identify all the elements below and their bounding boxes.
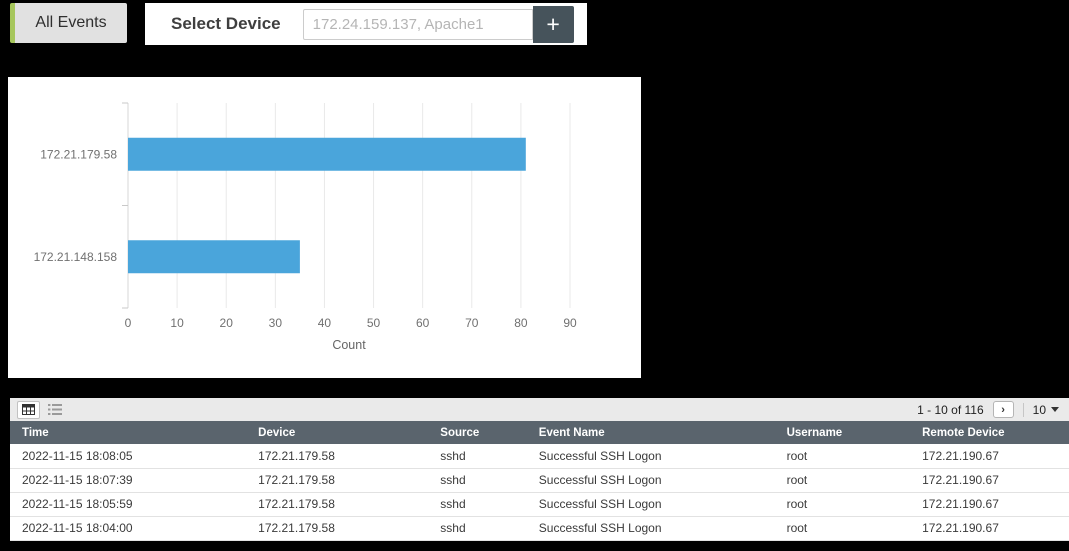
table-cell: 2022-11-15 18:05:59 xyxy=(10,492,247,517)
table-cell: 172.21.190.67 xyxy=(910,492,1069,517)
table-row[interactable]: 2022-11-15 18:04:00 172.21.179.58 sshd Succ… xyxy=(10,516,1069,541)
select-device-panel: Select Device + xyxy=(145,3,587,45)
table-view-icon xyxy=(22,404,35,415)
table-cell: root xyxy=(774,516,911,541)
column-header[interactable]: Username xyxy=(774,421,911,444)
table-cell: 2022-11-15 18:08:05 xyxy=(10,444,247,469)
column-header[interactable]: Remote Device xyxy=(910,421,1069,444)
column-header[interactable]: Source xyxy=(428,421,527,444)
table-cell: 172.21.179.58 xyxy=(246,444,429,469)
next-page-button[interactable]: › xyxy=(992,401,1014,418)
table-cell: sshd xyxy=(428,444,527,469)
svg-text:90: 90 xyxy=(563,316,577,330)
table-cell: 172.21.179.58 xyxy=(246,492,429,517)
table-row[interactable]: 2022-11-15 18:08:05 172.21.179.58 sshd Succ… xyxy=(10,444,1069,469)
svg-text:172.21.148.158: 172.21.148.158 xyxy=(34,250,118,264)
table-cell: root xyxy=(774,468,911,493)
table-cell: root xyxy=(774,444,911,469)
svg-text:30: 30 xyxy=(269,316,283,330)
table-cell: root xyxy=(774,492,911,517)
all-events-button[interactable]: All Events xyxy=(10,3,127,43)
list-view-icon xyxy=(47,404,62,415)
events-table: Time Device Source Event Name Username Remote… xyxy=(10,421,1069,541)
table-row[interactable]: 2022-11-15 18:05:59 172.21.179.58 sshd Succ… xyxy=(10,492,1069,517)
events-table-panel: 1 - 10 of 116 › 10 Time Device Source Event… xyxy=(10,398,1069,541)
table-header-row: Time Device Source Event Name Username Remote… xyxy=(10,421,1069,444)
select-device-label: Select Device xyxy=(171,14,281,33)
svg-text:Count: Count xyxy=(332,338,366,352)
svg-text:50: 50 xyxy=(367,316,381,330)
table-cell: 172.21.190.67 xyxy=(910,516,1069,541)
table-cell: Successful SSH Logon xyxy=(526,444,775,469)
svg-text:70: 70 xyxy=(465,316,479,330)
svg-text:172.21.179.58: 172.21.179.58 xyxy=(40,147,117,161)
bar-chart-panel: 0 10 20 30 40 50 60 70 80 90 172.21.179.58 172.21.1… xyxy=(8,77,641,378)
svg-text:80: 80 xyxy=(514,316,528,330)
column-header[interactable]: Event Name xyxy=(526,421,775,444)
table-row[interactable]: 2022-11-15 18:07:39 172.21.179.58 sshd Succ… xyxy=(10,468,1069,493)
add-device-button[interactable]: + xyxy=(532,5,574,43)
svg-text:10: 10 xyxy=(170,316,184,330)
table-cell: sshd xyxy=(428,468,527,493)
table-cell: sshd xyxy=(428,516,527,541)
table-cell: 2022-11-15 18:07:39 xyxy=(10,468,247,493)
table-cell: sshd xyxy=(428,492,527,517)
toolbar-divider xyxy=(1022,402,1024,417)
table-cell: Successful SSH Logon xyxy=(526,468,775,493)
table-cell: 2022-11-15 18:04:00 xyxy=(10,516,247,541)
svg-text:60: 60 xyxy=(416,316,430,330)
table-cell: Successful SSH Logon xyxy=(526,516,775,541)
plus-icon: + xyxy=(546,10,560,37)
table-toolbar: 1 - 10 of 116 › 10 xyxy=(10,398,1069,421)
table-cell: 172.21.190.67 xyxy=(910,444,1069,469)
column-header[interactable]: Time xyxy=(10,421,247,444)
device-input[interactable] xyxy=(302,8,533,40)
bar-chart: 0 10 20 30 40 50 60 70 80 90 172.21.179.58 172.21.1… xyxy=(34,102,577,352)
page-size-value: 10 xyxy=(1032,402,1046,417)
table-cell: 172.21.179.58 xyxy=(246,516,429,541)
table-cell: 172.21.179.58 xyxy=(246,468,429,493)
column-header[interactable]: Device xyxy=(246,421,429,444)
list-view-button[interactable] xyxy=(43,401,66,419)
table-cell: Successful SSH Logon xyxy=(526,492,775,517)
pagination-range: 1 - 10 of 116 xyxy=(917,402,984,417)
svg-text:20: 20 xyxy=(220,316,234,330)
table-view-button[interactable] xyxy=(17,400,40,419)
table-body: 2022-11-15 18:08:05 172.21.179.58 sshd Succ… xyxy=(10,444,1069,541)
table-cell: 172.21.190.67 xyxy=(910,468,1069,493)
svg-text:40: 40 xyxy=(318,316,332,330)
chevron-right-icon: › xyxy=(1001,403,1005,416)
caret-down-icon xyxy=(1051,407,1059,412)
page-size-dropdown[interactable]: 10 xyxy=(1033,403,1059,417)
svg-text:0: 0 xyxy=(125,316,132,330)
